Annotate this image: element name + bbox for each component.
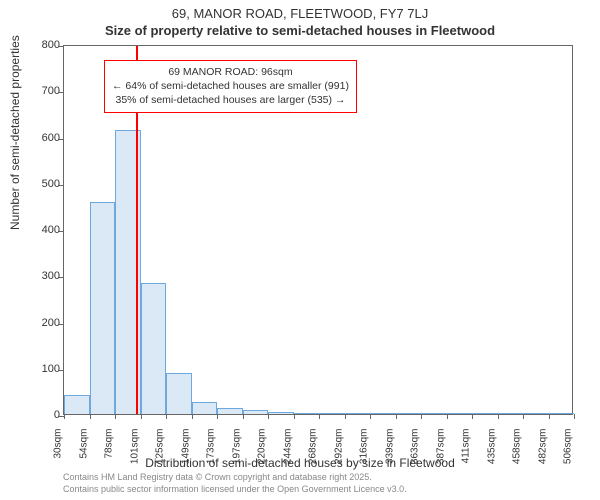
x-tick-label: 339sqm xyxy=(384,429,395,469)
x-tick xyxy=(64,414,65,419)
annotation-line1: 69 MANOR ROAD: 96sqm xyxy=(112,65,349,79)
x-tick-label: 125sqm xyxy=(155,429,166,469)
x-tick xyxy=(268,414,269,419)
chart-title-address: 69, MANOR ROAD, FLEETWOOD, FY7 7LJ xyxy=(0,0,600,21)
histogram-bar xyxy=(396,413,422,414)
histogram-bar xyxy=(523,413,549,414)
x-tick xyxy=(421,414,422,419)
annotation-line2: ← 64% of semi-detached houses are smalle… xyxy=(112,79,349,93)
y-tick-label: 100 xyxy=(42,363,60,375)
x-tick-label: 173sqm xyxy=(206,429,217,469)
histogram-bar xyxy=(268,412,294,414)
x-tick-label: 101sqm xyxy=(129,429,140,469)
histogram-bar xyxy=(498,413,524,414)
x-tick xyxy=(498,414,499,419)
histogram-bar xyxy=(294,413,320,414)
x-tick xyxy=(574,414,575,419)
y-axis-label: Number of semi-detached properties xyxy=(8,35,22,230)
x-tick xyxy=(370,414,371,419)
histogram-bar xyxy=(549,413,575,414)
credits: Contains HM Land Registry data © Crown c… xyxy=(63,472,407,495)
x-tick-label: 482sqm xyxy=(537,429,548,469)
y-tick-label: 800 xyxy=(42,39,60,51)
histogram-bar xyxy=(472,413,498,414)
y-tick-label: 200 xyxy=(42,317,60,329)
histogram-bar xyxy=(141,283,167,414)
histogram-bar xyxy=(345,413,371,414)
histogram-bar xyxy=(319,413,345,414)
y-tick-label: 400 xyxy=(42,224,60,236)
histogram-bar xyxy=(192,402,218,414)
histogram-bar xyxy=(90,202,116,414)
x-tick-label: 54sqm xyxy=(78,429,89,469)
x-tick xyxy=(115,414,116,419)
histogram-bar xyxy=(166,373,192,414)
credits-line1: Contains HM Land Registry data © Crown c… xyxy=(63,472,407,484)
histogram-bar xyxy=(243,410,269,414)
x-tick-label: 220sqm xyxy=(257,429,268,469)
x-tick xyxy=(523,414,524,419)
y-tick-label: 500 xyxy=(42,178,60,190)
x-tick-label: 244sqm xyxy=(282,429,293,469)
x-tick xyxy=(90,414,91,419)
x-tick xyxy=(549,414,550,419)
x-tick-label: 458sqm xyxy=(512,429,523,469)
annotation-line3: 35% of semi-detached houses are larger (… xyxy=(112,93,349,107)
x-axis-label: Distribution of semi-detached houses by … xyxy=(0,456,600,470)
credits-line2: Contains public sector information licen… xyxy=(63,484,407,496)
x-tick-label: 30sqm xyxy=(53,429,64,469)
x-tick xyxy=(345,414,346,419)
x-tick-label: 363sqm xyxy=(410,429,421,469)
x-tick xyxy=(319,414,320,419)
histogram-bar xyxy=(370,413,396,414)
x-tick-label: 268sqm xyxy=(308,429,319,469)
histogram-bar xyxy=(447,413,473,414)
x-tick xyxy=(192,414,193,419)
chart-title-description: Size of property relative to semi-detach… xyxy=(0,21,600,38)
y-tick-label: 300 xyxy=(42,270,60,282)
x-tick xyxy=(447,414,448,419)
histogram-bar xyxy=(421,413,447,414)
x-tick-label: 78sqm xyxy=(104,429,115,469)
x-tick xyxy=(243,414,244,419)
x-tick xyxy=(217,414,218,419)
x-tick-label: 387sqm xyxy=(435,429,446,469)
annotation-box: 69 MANOR ROAD: 96sqm ← 64% of semi-detac… xyxy=(104,60,357,113)
x-tick xyxy=(396,414,397,419)
histogram-bar xyxy=(64,395,90,414)
plot-area: 69 MANOR ROAD: 96sqm ← 64% of semi-detac… xyxy=(63,45,573,415)
x-tick xyxy=(166,414,167,419)
x-tick-label: 435sqm xyxy=(486,429,497,469)
histogram-bar xyxy=(217,408,243,414)
x-tick xyxy=(141,414,142,419)
x-tick-label: 197sqm xyxy=(231,429,242,469)
x-tick-label: 292sqm xyxy=(333,429,344,469)
x-tick-label: 506sqm xyxy=(563,429,574,469)
x-tick-label: 149sqm xyxy=(180,429,191,469)
y-tick-label: 0 xyxy=(54,409,60,421)
x-tick-label: 316sqm xyxy=(359,429,370,469)
y-tick-label: 600 xyxy=(42,132,60,144)
x-tick-label: 411sqm xyxy=(461,429,472,469)
y-tick-label: 700 xyxy=(42,85,60,97)
x-tick xyxy=(294,414,295,419)
chart-container: 69, MANOR ROAD, FLEETWOOD, FY7 7LJ Size … xyxy=(0,0,600,500)
x-tick xyxy=(472,414,473,419)
